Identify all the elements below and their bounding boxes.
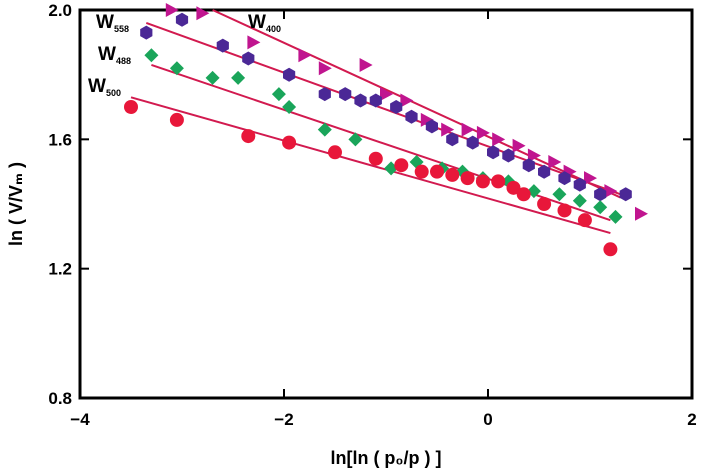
point-w500 bbox=[475, 174, 490, 189]
fit-line-w500 bbox=[130, 96, 611, 235]
point-w558 bbox=[216, 38, 229, 53]
point-w400 bbox=[492, 132, 506, 147]
point-w400 bbox=[476, 125, 490, 140]
point-w400 bbox=[527, 148, 541, 163]
point-w400 bbox=[165, 3, 179, 17]
point-w558 bbox=[369, 93, 382, 108]
point-w400 bbox=[298, 48, 312, 63]
series-label-w500: W500 bbox=[88, 76, 121, 98]
point-w500 bbox=[368, 151, 383, 166]
point-w500 bbox=[445, 167, 460, 182]
point-w400 bbox=[359, 57, 373, 72]
point-w488 bbox=[282, 100, 297, 114]
point-w488 bbox=[231, 70, 246, 85]
point-w500 bbox=[430, 164, 444, 179]
y-tick-label: 1.2 bbox=[48, 260, 72, 279]
point-w488 bbox=[572, 193, 587, 208]
point-w558 bbox=[466, 135, 479, 150]
point-w500 bbox=[328, 145, 342, 160]
point-w558 bbox=[502, 148, 515, 163]
point-w558 bbox=[405, 109, 418, 124]
axis-ticks: −4 −2 0 2 0.8 1.2 1.6 2.0 bbox=[48, 1, 696, 429]
point-w500 bbox=[460, 171, 475, 186]
point-w400 bbox=[196, 6, 210, 21]
plot-frame bbox=[78, 8, 694, 400]
point-w488 bbox=[593, 200, 608, 215]
point-w500 bbox=[124, 100, 138, 114]
point-w558 bbox=[594, 187, 607, 202]
y-axis-title: ln ( V/Vₘ ) bbox=[6, 162, 26, 246]
point-w488 bbox=[552, 187, 567, 202]
fit-line-w558 bbox=[145, 21, 621, 196]
x-tick-label: −4 bbox=[70, 410, 90, 429]
point-w558 bbox=[354, 93, 367, 108]
point-w488 bbox=[501, 174, 516, 189]
point-w558 bbox=[573, 177, 586, 192]
point-w558 bbox=[619, 187, 632, 202]
point-w488 bbox=[169, 61, 184, 76]
point-w500 bbox=[169, 112, 184, 127]
point-w558 bbox=[446, 132, 459, 147]
point-w558 bbox=[339, 87, 352, 102]
point-w400 bbox=[441, 122, 455, 137]
point-w558 bbox=[140, 25, 153, 40]
point-w558 bbox=[318, 87, 331, 102]
point-w400 bbox=[420, 112, 434, 127]
point-w558 bbox=[538, 164, 551, 179]
point-w558 bbox=[487, 145, 500, 160]
point-w500 bbox=[577, 213, 592, 228]
point-w400 bbox=[512, 138, 526, 153]
series-labels: W400 W558 W488 W500 bbox=[88, 12, 281, 98]
point-w488 bbox=[608, 209, 623, 224]
y-tick-label: 1.6 bbox=[48, 130, 72, 149]
point-w400 bbox=[548, 154, 562, 169]
point-w400 bbox=[635, 206, 648, 221]
point-w488 bbox=[205, 70, 220, 85]
point-w488 bbox=[348, 132, 363, 147]
point-w500 bbox=[491, 174, 506, 189]
point-w558 bbox=[425, 119, 438, 134]
series-label-w488: W488 bbox=[98, 44, 131, 66]
point-w488 bbox=[317, 122, 332, 137]
point-w500 bbox=[241, 129, 256, 144]
y-tick-label: 2.0 bbox=[48, 1, 72, 20]
point-w400 bbox=[247, 35, 261, 50]
point-w400 bbox=[604, 184, 618, 199]
point-w500 bbox=[414, 164, 429, 179]
point-w488 bbox=[271, 87, 286, 102]
point-w488 bbox=[144, 48, 159, 63]
point-w500 bbox=[394, 158, 409, 173]
point-w558 bbox=[390, 100, 403, 114]
x-tick-label: 2 bbox=[687, 410, 696, 429]
point-w400 bbox=[318, 61, 332, 76]
point-w558 bbox=[175, 12, 189, 27]
point-w400 bbox=[584, 171, 597, 186]
point-w500 bbox=[516, 187, 531, 202]
point-w558 bbox=[558, 171, 571, 186]
point-w558 bbox=[283, 67, 296, 82]
point-w500 bbox=[537, 197, 552, 211]
point-w500 bbox=[506, 180, 521, 195]
point-w500 bbox=[282, 135, 297, 150]
x-tick-label: 0 bbox=[483, 410, 492, 429]
y-tick-label: 0.8 bbox=[48, 389, 72, 408]
x-tick-label: −2 bbox=[274, 410, 293, 429]
series-label-w558: W558 bbox=[96, 12, 129, 34]
point-w400 bbox=[400, 93, 414, 108]
point-w558 bbox=[242, 51, 255, 66]
point-w558 bbox=[522, 158, 535, 173]
point-w400 bbox=[380, 87, 393, 102]
x-axis-title: ln[ln ( p₀/p ) ] bbox=[330, 448, 441, 468]
point-w500 bbox=[557, 203, 572, 218]
point-w400 bbox=[461, 122, 475, 137]
series-label-w400: W400 bbox=[248, 12, 281, 34]
point-w500 bbox=[603, 242, 618, 257]
data-points bbox=[124, 3, 648, 257]
